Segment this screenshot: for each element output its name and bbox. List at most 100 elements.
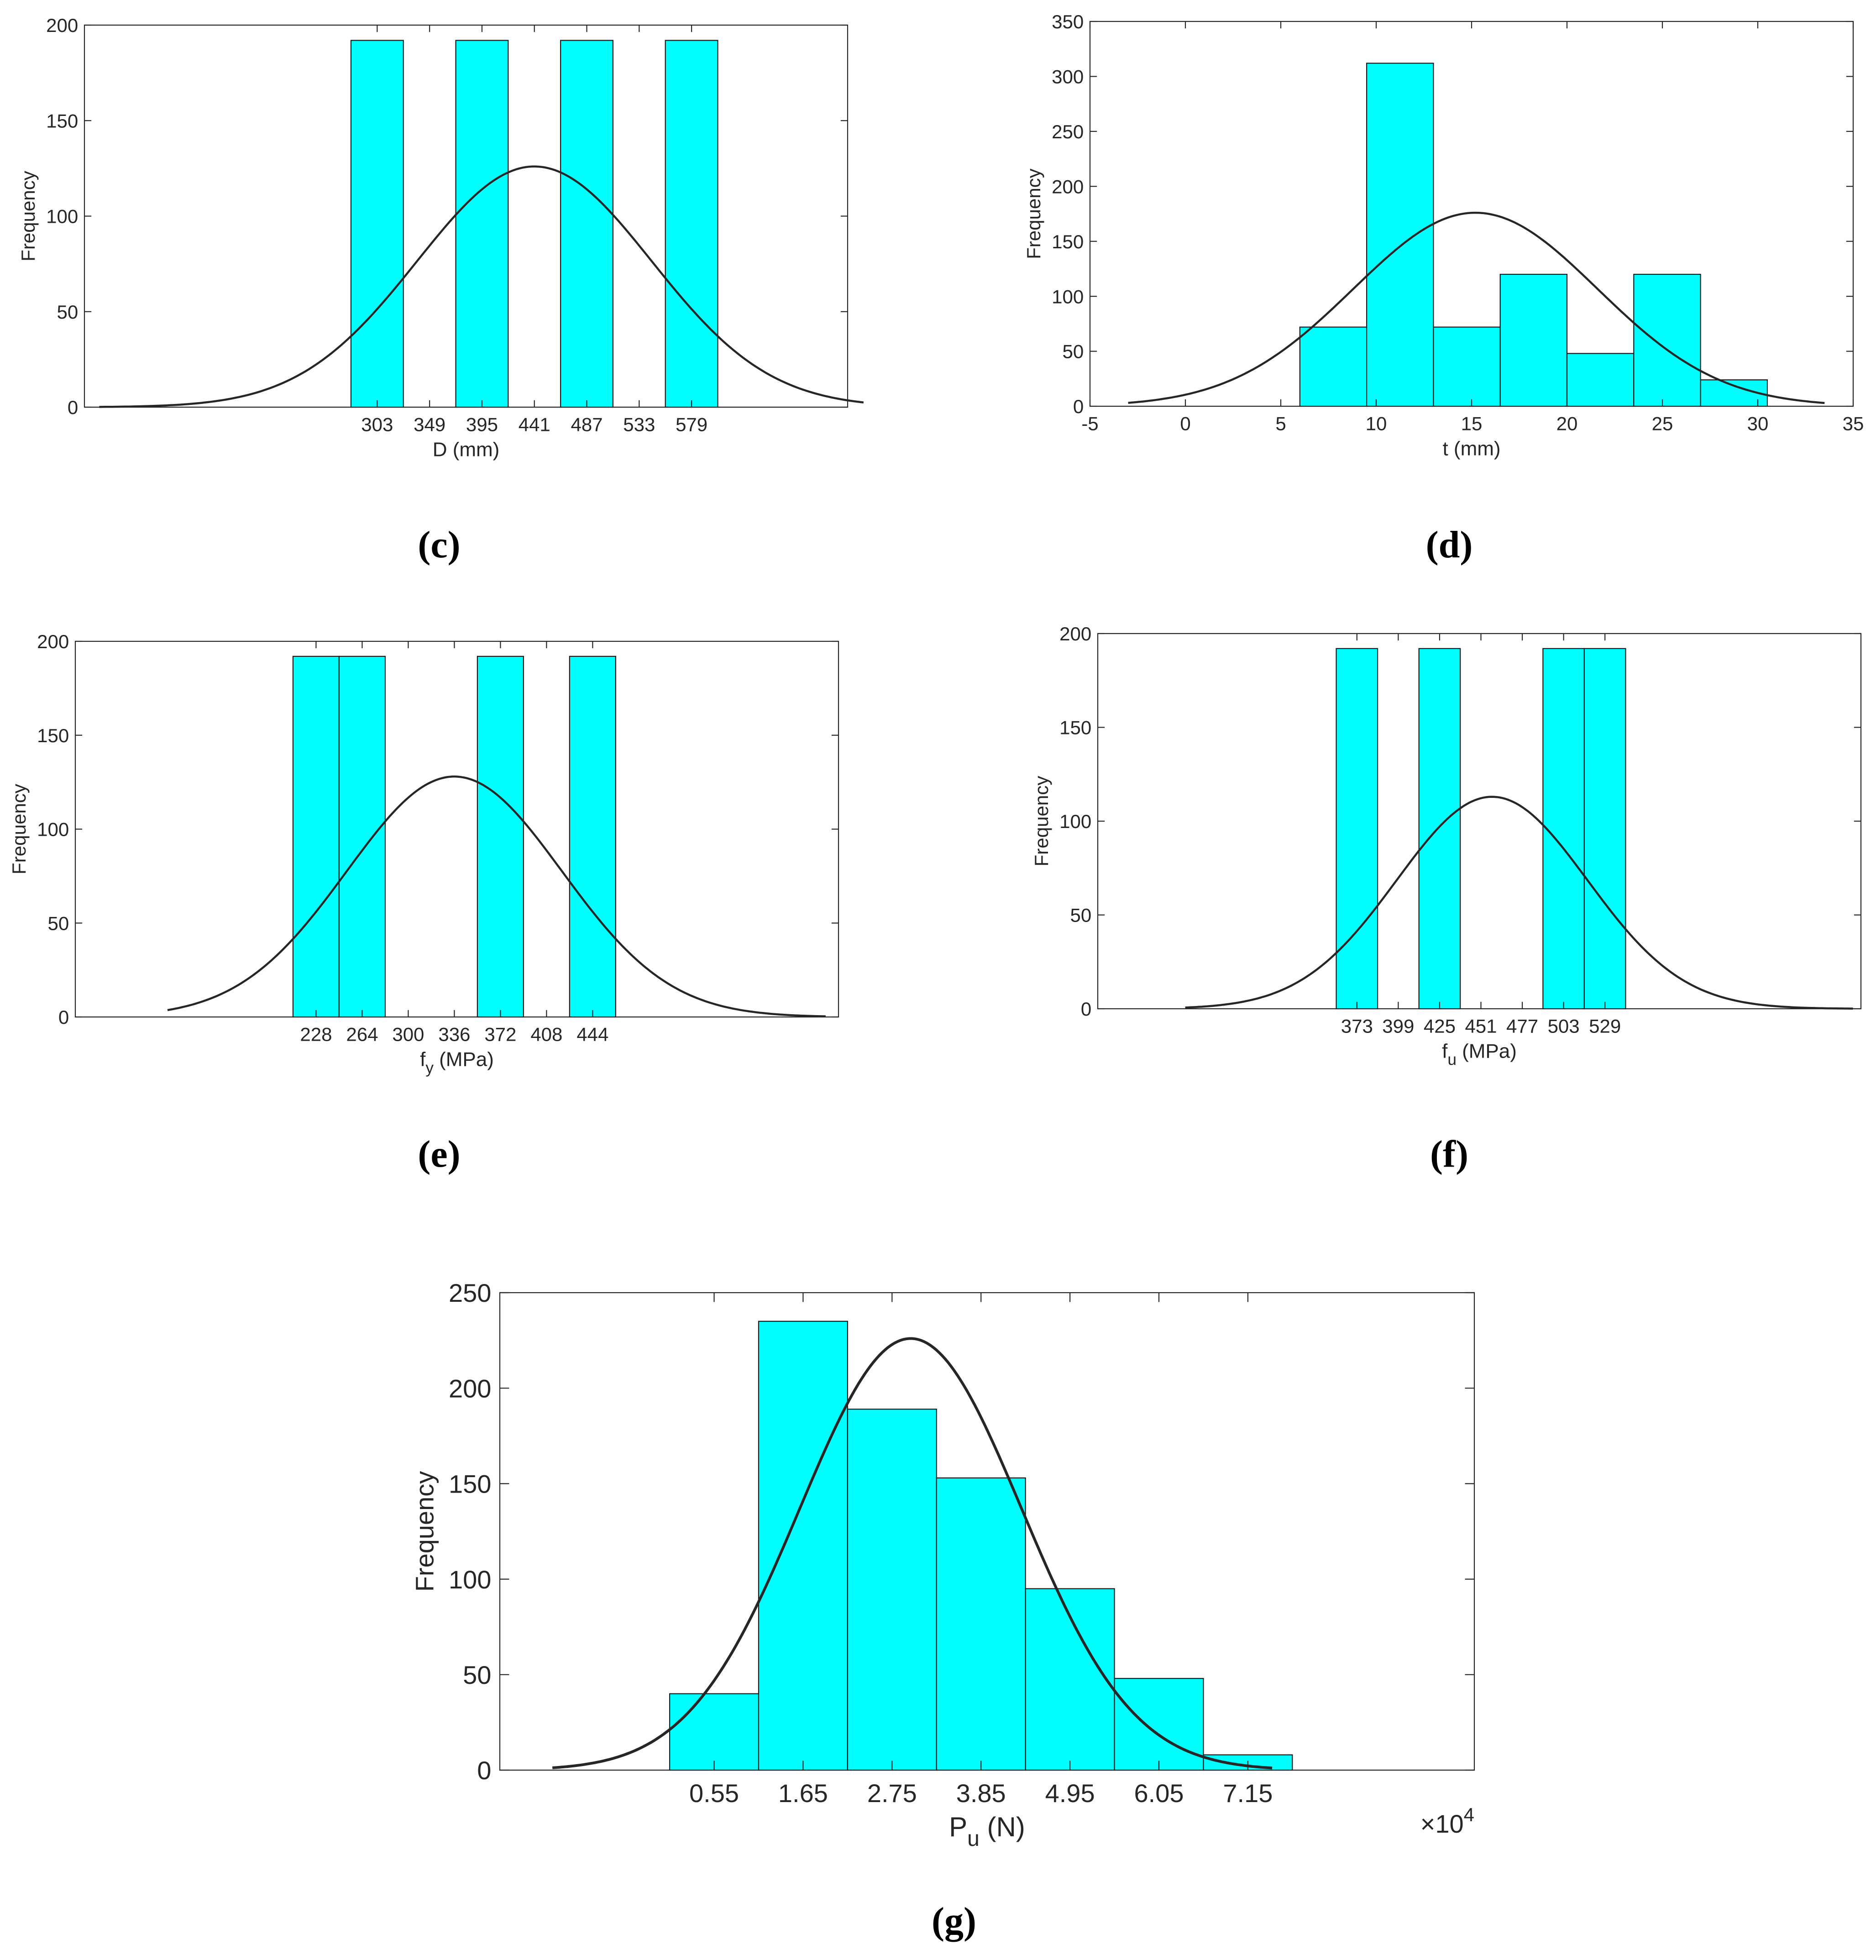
ytick-label-g-2: 100 — [449, 1565, 491, 1594]
ytick-label-e-4: 200 — [37, 631, 69, 652]
xtick-label-c-3: 441 — [519, 414, 550, 435]
bar-g-6 — [1114, 1678, 1204, 1771]
ytick-label-c-2: 100 — [46, 206, 78, 227]
xtick-label-f-3: 451 — [1465, 1016, 1497, 1037]
bar-f-3 — [1542, 648, 1585, 1010]
ytick-label-d-2: 100 — [1052, 286, 1084, 307]
bar-g-1 — [669, 1693, 760, 1771]
bar-d-6 — [1633, 273, 1701, 407]
y-axis-label-e: Frequency — [8, 784, 30, 874]
xtick-label-g-2: 2.75 — [867, 1779, 917, 1808]
xtick-label-f-2: 425 — [1424, 1016, 1456, 1037]
chart-e: 0 50 100 150 200 228 264 300 336 372 408 444 fy (MPa… — [8, 631, 839, 1077]
bar-e-4 — [569, 655, 616, 1018]
xtick-label-e-5: 408 — [530, 1024, 562, 1045]
ytick-label-e-1: 50 — [47, 912, 69, 934]
ytick-label-c-0: 0 — [68, 397, 78, 418]
xtick-label-g-6: 7.15 — [1223, 1779, 1273, 1808]
bar-f-1 — [1336, 648, 1378, 1010]
xtick-label-c-5: 533 — [623, 414, 655, 435]
ytick-label-d-5: 250 — [1052, 121, 1084, 142]
ytick-label-d-7: 350 — [1052, 11, 1084, 32]
ytick-label-d-1: 50 — [1062, 341, 1084, 362]
xtick-label-e-6: 444 — [576, 1024, 608, 1045]
ytick-label-f-3: 150 — [1059, 717, 1091, 739]
xtick-label-c-0: 303 — [361, 414, 393, 435]
xtick-label-e-0: 228 — [300, 1024, 332, 1045]
ytick-label-e-3: 150 — [37, 725, 69, 746]
plot-frame — [74, 640, 839, 1018]
panel-label-d: (d) — [1425, 524, 1473, 566]
panel-label-f: (f) — [1430, 1133, 1468, 1175]
bar-g-2 — [758, 1321, 848, 1771]
y-axis-label-c: Frequency — [17, 171, 39, 261]
xtick-label-e-2: 300 — [392, 1024, 424, 1045]
ytick-label-f-0: 0 — [1081, 998, 1091, 1020]
fit-curve-g — [552, 1337, 1273, 1770]
xtick-label-c-6: 579 — [676, 414, 707, 435]
ytick-label-g-4: 200 — [449, 1374, 491, 1403]
chart-c: 0 50 100 150 200 303 349 395 441 487 533 579 D (mm) F… — [17, 15, 864, 461]
xtick-label-f-6: 529 — [1589, 1016, 1621, 1037]
xtick-label-g-0: 0.55 — [689, 1779, 739, 1808]
x-exponent-label-g: ×104 — [1420, 1804, 1474, 1838]
xtick-label-g-1: 1.65 — [778, 1779, 828, 1808]
fit-curve-e — [167, 776, 826, 1017]
x-axis-label-f: fu (MPa) — [1442, 1040, 1517, 1069]
xtick-label-c-1: 349 — [414, 414, 445, 435]
y-axis-label-d: Frequency — [1023, 168, 1044, 259]
xtick-label-d-5: 20 — [1556, 413, 1578, 435]
ytick-label-f-4: 200 — [1059, 623, 1091, 645]
ytick-label-c-4: 200 — [46, 15, 78, 36]
xtick-label-e-1: 264 — [346, 1024, 378, 1045]
ytick-label-g-1: 50 — [463, 1661, 491, 1689]
bar-e-3 — [477, 655, 524, 1018]
ytick-label-f-2: 100 — [1059, 811, 1091, 832]
ytick-label-e-2: 100 — [37, 819, 69, 840]
bar-e-1 — [292, 655, 340, 1018]
plot-frame — [1097, 633, 1862, 1010]
xtick-label-g-5: 6.05 — [1134, 1779, 1184, 1808]
bar-c-1 — [350, 40, 404, 408]
xtick-label-e-3: 336 — [438, 1024, 470, 1045]
x-axis-label-e: fy (MPa) — [420, 1048, 494, 1077]
xtick-label-d-6: 25 — [1652, 413, 1673, 435]
panel-label-g: (g) — [932, 1900, 976, 1942]
fit-curve-f — [1185, 796, 1853, 1010]
bar-f-4 — [1583, 648, 1626, 1010]
bar-e-2 — [338, 655, 386, 1018]
ytick-label-d-4: 200 — [1052, 176, 1084, 197]
bar-f-2 — [1418, 648, 1461, 1010]
ytick-label-g-3: 150 — [449, 1470, 491, 1499]
ytick-label-c-3: 150 — [46, 110, 78, 131]
ytick-label-d-6: 300 — [1052, 66, 1084, 88]
ytick-label-f-1: 50 — [1070, 905, 1091, 926]
bar-c-2 — [455, 40, 509, 408]
chart-g: 0 50 100 150 200 250 0.55 1.65 2.75 3.85 4.95 6.05 7… — [410, 1279, 1475, 1851]
fit-curve-d — [1128, 211, 1825, 404]
bar-g-3 — [847, 1409, 937, 1771]
xtick-label-d-7: 30 — [1747, 413, 1769, 435]
chart-f: 0 50 100 150 200 373 399 425 451 477 503 529 fu (MPa… — [1031, 623, 1862, 1069]
panel-label-e: (e) — [418, 1133, 461, 1175]
x-axis-label-g: Pu (N) — [949, 1812, 1025, 1851]
y-axis-label-f: Frequency — [1031, 776, 1052, 866]
panel-label-c: (c) — [418, 524, 461, 566]
ytick-label-g-5: 250 — [449, 1279, 491, 1307]
xtick-label-g-3: 3.85 — [956, 1779, 1006, 1808]
bar-d-5 — [1566, 353, 1635, 407]
xtick-label-d-0: -5 — [1081, 413, 1098, 435]
bar-c-4 — [665, 40, 718, 408]
bar-d-3 — [1433, 326, 1501, 407]
xtick-label-d-4: 15 — [1461, 413, 1483, 435]
xtick-label-d-1: 0 — [1180, 413, 1190, 435]
bar-g-4 — [936, 1477, 1026, 1771]
fit-curve-c — [99, 165, 864, 408]
xtick-label-f-5: 503 — [1548, 1016, 1580, 1037]
ytick-label-e-0: 0 — [58, 1006, 69, 1028]
xtick-label-f-1: 399 — [1382, 1016, 1414, 1037]
xtick-label-d-2: 5 — [1275, 413, 1286, 435]
ytick-label-c-1: 50 — [57, 301, 78, 323]
